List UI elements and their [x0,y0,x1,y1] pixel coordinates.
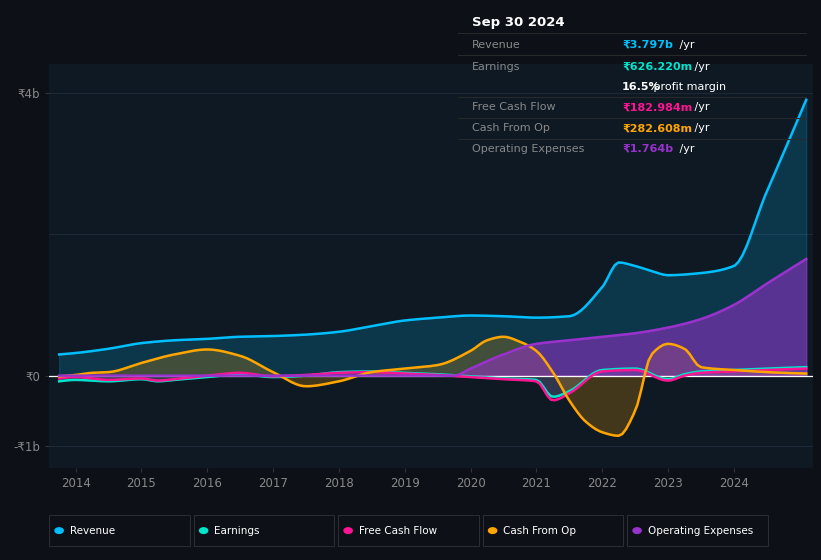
Text: ₹282.608m: ₹282.608m [622,123,692,133]
Text: ₹3.797b: ₹3.797b [622,40,673,50]
Text: Revenue: Revenue [70,526,115,535]
Text: profit margin: profit margin [650,82,726,92]
Text: Earnings: Earnings [214,526,259,535]
Text: ₹1.764b: ₹1.764b [622,144,673,154]
Text: Free Cash Flow: Free Cash Flow [472,102,556,113]
Text: /yr: /yr [676,40,695,50]
Text: Earnings: Earnings [472,62,521,72]
Text: Operating Expenses: Operating Expenses [472,144,585,154]
Text: Cash From Op: Cash From Op [503,526,576,535]
Text: ₹182.984m: ₹182.984m [622,102,692,113]
Text: ₹626.220m: ₹626.220m [622,62,692,72]
Text: Sep 30 2024: Sep 30 2024 [472,16,565,29]
Text: /yr: /yr [676,144,695,154]
Text: 16.5%: 16.5% [622,82,661,92]
Text: Revenue: Revenue [472,40,521,50]
Text: /yr: /yr [691,102,709,113]
Text: Free Cash Flow: Free Cash Flow [359,526,437,535]
Text: /yr: /yr [691,62,709,72]
Text: Operating Expenses: Operating Expenses [648,526,753,535]
Text: /yr: /yr [691,123,709,133]
Text: Cash From Op: Cash From Op [472,123,550,133]
